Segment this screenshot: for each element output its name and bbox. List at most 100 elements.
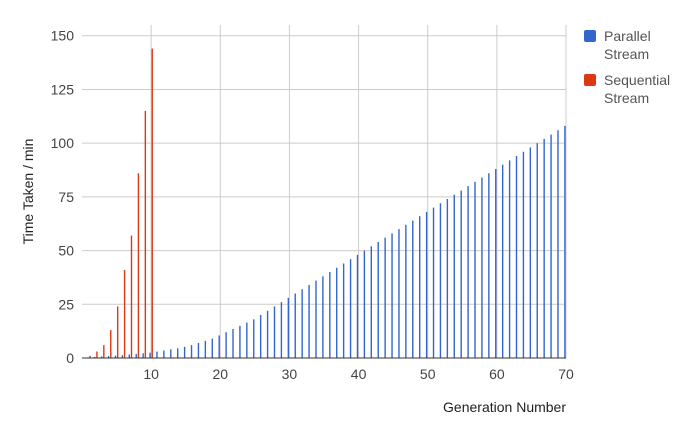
parallel-bar: [100, 356, 103, 358]
parallel-bar: [501, 164, 504, 358]
parallel-bar: [301, 289, 303, 358]
x-axis-title: Generation Number: [443, 399, 566, 415]
x-tick-labels: 10 20 30 40 50 60 70: [143, 366, 574, 382]
parallel-bar: [446, 199, 449, 358]
bars: [87, 48, 566, 359]
parallel-bar: [467, 186, 469, 358]
legend-swatch: [584, 30, 596, 42]
x-tick-label: 20: [212, 366, 228, 382]
y-tick-label: 75: [58, 189, 74, 205]
sequential-bar: [89, 355, 91, 358]
parallel-bar: [481, 177, 483, 358]
y-axis-title: Time Taken / min: [20, 139, 36, 245]
parallel-bar: [529, 147, 532, 358]
sequential-bar: [116, 306, 119, 358]
y-tick-label: 100: [51, 135, 75, 151]
parallel-bar: [564, 125, 566, 359]
parallel-bar: [349, 259, 352, 358]
parallel-bar: [488, 173, 490, 358]
parallel-bar: [156, 351, 158, 358]
legend: Parallel Stream Sequential Stream: [584, 28, 670, 106]
parallel-bar: [356, 254, 359, 358]
parallel-bar: [377, 241, 379, 358]
parallel-bar: [391, 233, 393, 358]
parallel-bar: [474, 181, 476, 358]
parallel-bar: [412, 220, 414, 358]
y-tick-label: 0: [66, 350, 74, 366]
parallel-bar: [515, 156, 518, 358]
parallel-bar: [197, 342, 200, 358]
parallel-bar: [149, 352, 151, 358]
parallel-bar: [128, 354, 130, 358]
parallel-bar: [218, 335, 220, 358]
parallel-bar: [280, 302, 283, 358]
parallel-bar: [183, 346, 186, 358]
parallel-bar: [273, 306, 276, 358]
y-tick-label: 25: [58, 296, 74, 312]
legend-label: Sequential: [604, 72, 670, 88]
parallel-bar: [239, 325, 241, 358]
parallel-bar: [266, 310, 269, 358]
parallel-bar: [460, 190, 462, 358]
parallel-bar: [336, 267, 338, 358]
legend-swatch: [584, 74, 596, 86]
parallel-bar: [190, 345, 193, 358]
parallel-bar: [536, 143, 538, 358]
parallel-bar: [543, 138, 545, 358]
y-tick-labels: 0 25 50 75 100 125 150: [51, 28, 75, 366]
parallel-bar: [225, 332, 227, 358]
parallel-bar: [329, 272, 331, 358]
parallel-bar: [453, 194, 455, 358]
x-tick-label: 50: [420, 366, 436, 382]
y-tick-label: 125: [51, 81, 75, 97]
x-tick-label: 10: [143, 366, 159, 382]
parallel-bar: [322, 276, 324, 358]
parallel-bar: [308, 284, 310, 358]
parallel-bar: [204, 340, 207, 358]
parallel-bar: [121, 355, 124, 358]
parallel-bar: [439, 203, 442, 358]
parallel-bar: [398, 229, 400, 358]
parallel-bar: [384, 237, 386, 358]
parallel-bar: [170, 349, 172, 358]
legend-label: Parallel: [604, 28, 651, 44]
parallel-bar: [342, 263, 345, 358]
legend-label: Stream: [604, 46, 649, 62]
parallel-bar: [508, 160, 511, 358]
parallel-bar: [142, 353, 144, 358]
x-tick-label: 60: [489, 366, 505, 382]
parallel-bar: [370, 246, 372, 358]
parallel-bar: [177, 348, 179, 358]
sequential-bar: [96, 351, 98, 358]
parallel-bar: [550, 134, 552, 358]
parallel-bar: [495, 168, 497, 358]
parallel-bar: [315, 280, 317, 358]
sequential-bar: [103, 345, 105, 358]
parallel-bar: [163, 350, 165, 358]
x-tick-label: 30: [282, 366, 298, 382]
parallel-bar: [253, 319, 255, 358]
sequential-bar: [123, 269, 126, 358]
parallel-bar: [114, 355, 117, 358]
sequential-bar: [130, 235, 133, 358]
parallel-bar: [135, 353, 137, 358]
parallel-bar: [432, 207, 435, 358]
parallel-bar: [557, 130, 559, 358]
parallel-bar: [211, 338, 213, 358]
parallel-bar: [107, 356, 110, 358]
parallel-bar: [419, 216, 421, 358]
y-tick-label: 150: [51, 28, 75, 44]
x-tick-label: 70: [558, 366, 574, 382]
parallel-bar: [232, 328, 234, 358]
parallel-bar: [246, 322, 248, 358]
parallel-bar: [522, 151, 525, 358]
parallel-bar: [259, 315, 262, 358]
sequential-bar: [144, 110, 147, 358]
parallel-bar: [405, 224, 407, 358]
x-tick-label: 40: [351, 366, 367, 382]
legend-label: Stream: [604, 90, 649, 106]
parallel-bar: [287, 297, 290, 358]
sequential-bar: [137, 173, 140, 358]
sequential-bar: [110, 330, 112, 358]
